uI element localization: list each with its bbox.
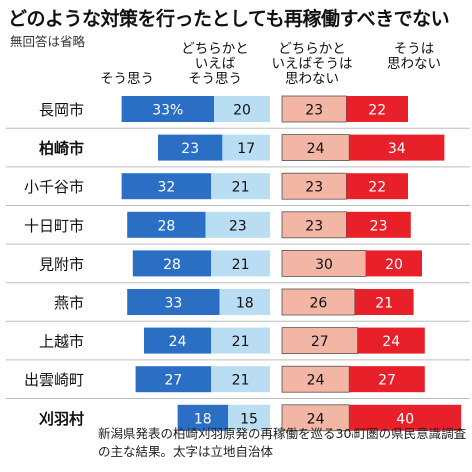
value-label-disagree: 30 — [315, 257, 333, 273]
bar-disagree — [281, 172, 347, 200]
value-label-agree: 23 — [229, 218, 247, 234]
bar-strong-disagree — [354, 289, 414, 315]
bar-strong-agree — [121, 173, 212, 200]
bar-agree — [205, 211, 270, 238]
bar-strong-disagree — [357, 327, 425, 354]
value-label-strong-agree: 28 — [157, 218, 175, 234]
value-label-disagree: 23 — [305, 103, 323, 119]
bar-agree — [211, 327, 270, 354]
bar-strong-agree — [121, 96, 214, 122]
bar-strong-agree — [158, 134, 223, 161]
bar-strong-agree — [132, 250, 212, 277]
value-label-strong-disagree: 20 — [385, 257, 403, 273]
bar-disagree — [281, 211, 347, 239]
value-label-agree: 21 — [232, 373, 250, 389]
bar-disagree — [281, 365, 350, 393]
value-label-strong-agree: 28 — [163, 257, 181, 273]
value-label-strong-disagree: 21 — [375, 296, 393, 312]
bar-agree — [219, 289, 270, 315]
value-label-agree: 15 — [240, 411, 258, 427]
value-label-disagree: 27 — [311, 334, 329, 350]
chart-note: 無回答は省略 — [10, 34, 86, 49]
bar-disagree — [281, 288, 356, 316]
bar-strong-disagree — [346, 211, 411, 238]
value-label-strong-agree: 32 — [157, 180, 175, 196]
bar-strong-disagree — [346, 173, 408, 200]
value-label-agree: 21 — [232, 180, 250, 196]
footnote: 新潟県発表の柏崎刈羽原発の再稼働を巡る30ᵢ町圏の県民意識調査の主な結果。太字は… — [98, 426, 467, 459]
value-label-strong-disagree: 40 — [396, 411, 414, 427]
bar-strong-disagree — [349, 404, 462, 431]
bar-strong-disagree — [349, 134, 445, 161]
bar-strong-agree — [127, 289, 220, 315]
value-label-strong-agree: 23 — [181, 141, 199, 157]
value-label-agree: 18 — [236, 296, 254, 312]
value-label-strong-agree: 24 — [169, 334, 187, 350]
category-label: 見附市 — [39, 255, 84, 273]
category-label: 小千谷市 — [24, 178, 84, 196]
value-label-strong-agree: 33 — [164, 296, 182, 312]
value-label-agree: 20 — [233, 103, 251, 119]
category-label: 燕市 — [54, 294, 84, 312]
category-label: 柏崎市 — [39, 140, 84, 158]
bar-agree — [228, 404, 270, 431]
bar-disagree — [281, 327, 358, 355]
value-label-strong-disagree: 34 — [388, 141, 406, 157]
value-label-disagree: 23 — [305, 218, 323, 234]
bar-strong-disagree — [366, 250, 422, 277]
bar-strong-disagree — [349, 366, 425, 393]
value-label-disagree: 26 — [309, 296, 327, 312]
value-label-strong-agree: 33% — [152, 103, 183, 119]
value-label-strong-disagree: 23 — [370, 218, 388, 234]
bar-strong-agree — [177, 404, 228, 431]
bar-strong-disagree — [346, 96, 408, 122]
value-label-agree: 21 — [232, 334, 250, 350]
bar-disagree — [281, 95, 347, 123]
bar-disagree — [281, 134, 350, 162]
value-label-strong-disagree: 22 — [368, 180, 386, 196]
bar-strong-agree — [144, 327, 212, 354]
bar-agree — [211, 173, 270, 200]
header-strong-agree: そう思う — [100, 71, 154, 87]
bar-agree — [214, 96, 270, 122]
value-label-disagree: 24 — [307, 141, 325, 157]
value-label-strong-disagree: 24 — [382, 334, 400, 350]
category-label: 長岡市 — [39, 101, 84, 119]
bar-strong-agree — [135, 366, 212, 393]
category-label: 十日町市 — [24, 217, 84, 235]
value-label-strong-agree: 18 — [194, 411, 212, 427]
value-label-disagree: 23 — [305, 180, 323, 196]
value-label-disagree: 24 — [307, 373, 325, 389]
value-label-agree: 21 — [232, 257, 250, 273]
bar-agree — [211, 366, 270, 393]
bar-disagree — [281, 249, 367, 277]
value-label-strong-disagree: 27 — [378, 373, 396, 389]
bar-disagree — [281, 404, 350, 432]
bar-agree — [222, 134, 270, 161]
value-label-agree: 17 — [237, 141, 255, 157]
bar-agree — [211, 250, 270, 277]
header-strong-disagree: そうは 思わない — [387, 41, 441, 72]
category-label: 上越市 — [39, 333, 84, 351]
header-disagree: どちらかと いえばそうは 思わない — [271, 41, 353, 87]
bar-strong-agree — [127, 211, 206, 238]
category-label: 出雲崎町 — [24, 371, 84, 389]
category-label: 刈羽村 — [39, 410, 84, 428]
chart-title: どのような対策を行ったとしても再稼働すべきでない — [8, 8, 450, 30]
value-label-strong-agree: 27 — [164, 373, 182, 389]
value-label-disagree: 24 — [307, 411, 325, 427]
value-label-strong-disagree: 22 — [368, 103, 386, 119]
header-agree: どちらかと いえば そう思う — [181, 41, 249, 87]
